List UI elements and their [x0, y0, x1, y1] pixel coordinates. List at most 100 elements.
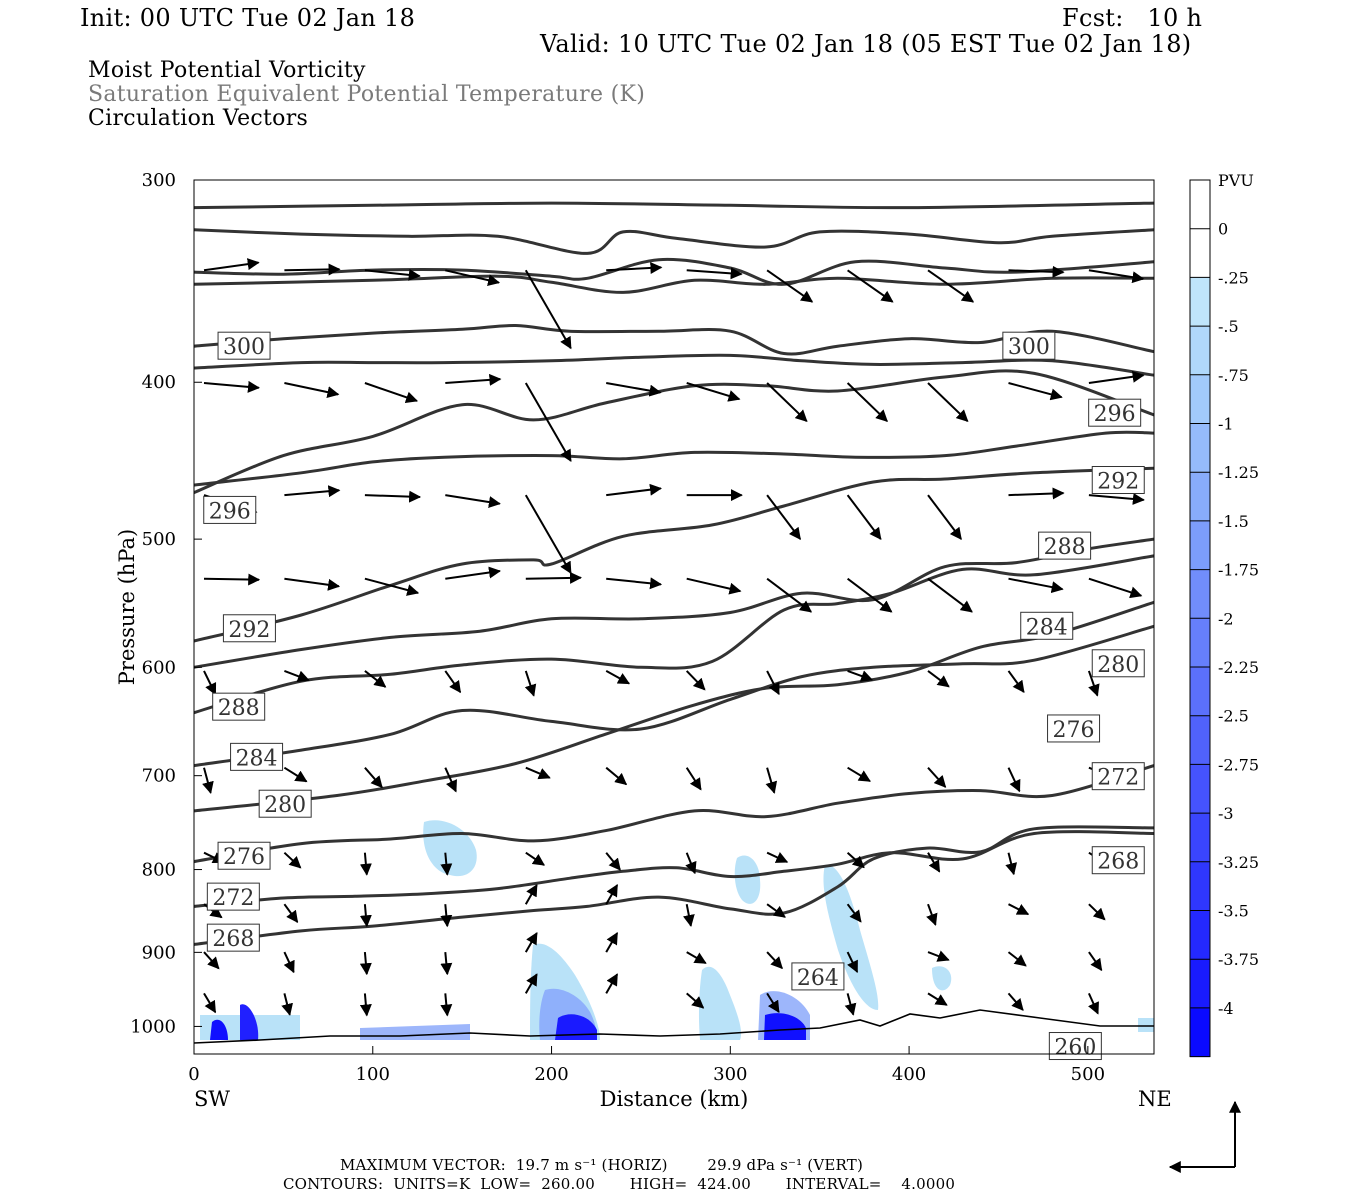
wind-vector	[927, 670, 950, 688]
wind-vector	[846, 951, 859, 973]
wind-vector	[766, 269, 814, 303]
wind-vector	[284, 577, 341, 591]
field-title-vectors: Circulation Vectors	[88, 106, 309, 131]
wind-vector	[1088, 492, 1145, 505]
isentrope-260	[194, 554, 1154, 715]
pv-blob	[1138, 1018, 1154, 1032]
isentrope-label: 292	[222, 614, 276, 643]
wind-vector	[203, 992, 217, 1014]
isentrope-280	[194, 353, 1154, 377]
label-text: 292	[228, 618, 270, 643]
label-text: 284	[1026, 615, 1068, 640]
wind-vector	[1164, 993, 1184, 1002]
label-text: 292	[1097, 470, 1139, 495]
y-tick-label: 400	[142, 372, 176, 393]
isentrope-300	[194, 201, 1154, 210]
wind-vector	[359, 993, 372, 1017]
colorbar-swatch	[1190, 861, 1210, 911]
wind-vector	[359, 904, 372, 928]
isentrope-288	[194, 274, 1154, 294]
label-box	[258, 789, 312, 818]
wind-vector	[927, 767, 947, 788]
isentrope-label: 260	[1048, 1032, 1102, 1061]
isentrope-268	[194, 466, 1154, 643]
y-tick-label: 700	[142, 766, 176, 787]
wind-vector	[1164, 853, 1178, 870]
label-box	[1048, 1032, 1102, 1061]
x-tick-label: 500	[1071, 1064, 1105, 1085]
wind-vector	[524, 932, 538, 953]
wind-vector	[364, 382, 419, 404]
isentrope-264	[194, 537, 1154, 669]
isentrope-296	[194, 228, 1154, 255]
colorbar-swatch	[1190, 472, 1210, 522]
wind-vector	[1088, 370, 1145, 384]
wind-vector	[364, 670, 387, 688]
pv-blob	[764, 1013, 806, 1040]
wind-vector	[283, 766, 308, 783]
isentrope-label: 264	[791, 962, 845, 991]
pv-blob	[360, 1024, 470, 1040]
y-tick-label: 500	[142, 529, 176, 550]
colorbar-level-label: -.5	[1218, 317, 1239, 336]
isentrope-label: 280	[1091, 649, 1145, 678]
isentrope-label: 292	[1091, 466, 1145, 495]
wind-vector	[927, 494, 962, 540]
label-text: 300	[223, 335, 265, 360]
colorbar-title: PVU	[1218, 171, 1254, 190]
wind-vector	[524, 884, 538, 905]
wind-vector	[686, 951, 707, 964]
isentrope-label: 284	[1020, 611, 1074, 640]
isentrope-label: 288	[1038, 531, 1092, 560]
wind-vector	[606, 483, 662, 497]
isentrope-label: 288	[212, 692, 266, 721]
colorbar-level-label: -2.75	[1218, 755, 1259, 774]
wind-vector	[846, 577, 893, 613]
isentrope-label: 268	[206, 923, 260, 952]
colorbar-level-label: -1.5	[1218, 512, 1249, 531]
isentrope-label: 276	[217, 841, 271, 870]
label-text: 272	[212, 886, 254, 911]
pv-blob	[240, 1004, 259, 1040]
label-text: 280	[1097, 653, 1139, 678]
wind-vector	[524, 670, 537, 697]
colorbar-level-label: -1.75	[1218, 561, 1259, 580]
colorbar-level-label: -2.25	[1218, 658, 1259, 677]
x-tick-label: 400	[892, 1064, 926, 1085]
x-tick-label: 100	[356, 1064, 390, 1085]
label-box	[1091, 466, 1145, 495]
wind-vector	[1087, 992, 1099, 1015]
colorbar-level-label: -3.5	[1218, 902, 1249, 921]
pv-blob	[698, 966, 742, 1040]
colorbar-level-label: -3	[1218, 804, 1234, 823]
label-box	[203, 495, 257, 524]
wind-vector	[766, 382, 808, 423]
wind-vector	[605, 884, 619, 905]
colorbar-swatch	[1190, 326, 1210, 376]
wind-vector	[1088, 269, 1145, 284]
wind-vector	[445, 373, 502, 386]
field-title-mpv: Moist Potential Vorticity	[88, 58, 366, 83]
y-tick-label: 600	[142, 657, 176, 678]
wind-vector	[686, 267, 743, 280]
wind-vector	[445, 494, 501, 508]
colorbar-swatch	[1190, 667, 1210, 717]
pv-blob	[734, 855, 761, 904]
wind-vector	[203, 258, 260, 272]
wind-vector	[765, 767, 778, 794]
colorbar-level-label: -.25	[1218, 268, 1249, 287]
x-axis-label: Distance (km)	[600, 1087, 749, 1111]
axes: 0 100 200 300 400 500 300 400 500 600 700 800 900 100…	[115, 170, 1172, 1111]
label-box	[212, 692, 266, 721]
label-box	[1020, 611, 1074, 640]
isentrope-244	[194, 830, 1154, 908]
wind-vector	[445, 566, 501, 580]
isentrope-label: 272	[206, 882, 260, 911]
isentrope-label: 300	[217, 331, 271, 360]
label-box	[1047, 714, 1101, 743]
label-box	[791, 962, 845, 991]
valid-time: Valid: 10 UTC Tue 02 Jan 18 (05 EST Tue …	[540, 30, 1192, 58]
label-box	[206, 882, 260, 911]
plot-frame	[193, 179, 1155, 1055]
wind-vector	[927, 852, 941, 873]
